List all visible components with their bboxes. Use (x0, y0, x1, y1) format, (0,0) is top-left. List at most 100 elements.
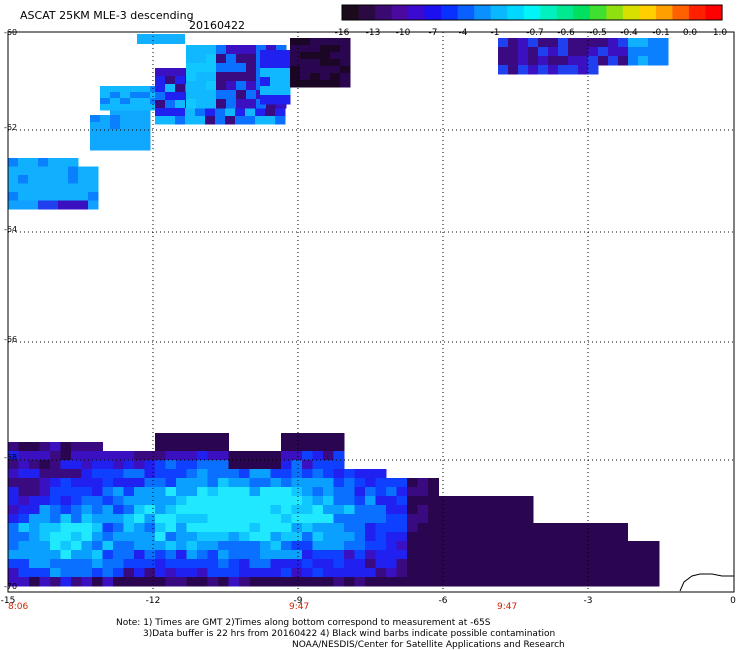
swath-pixel (155, 559, 166, 569)
swath-pixel (449, 577, 460, 587)
swath-pixel (548, 47, 559, 57)
swath-pixel (165, 76, 176, 85)
swath-pixel (113, 577, 124, 587)
swath-pixel (120, 143, 131, 151)
swath-pixel (417, 478, 429, 488)
colorbar: -16 -13 -10 -7 -4 -1 -0.7 -0.6 -0.5 -0.4… (335, 4, 728, 38)
swath-pixel (396, 496, 408, 506)
swath-pixel (270, 59, 281, 69)
swath-pixel (281, 460, 292, 470)
colorbar-swatch (424, 5, 442, 20)
swath-pixel (407, 568, 418, 578)
swath-pixel (270, 559, 282, 569)
swath-pixel (281, 559, 292, 569)
swath-pixel (39, 550, 51, 560)
swath-pixel (249, 523, 261, 533)
swath-pixel (144, 460, 156, 470)
swath-pixel (239, 451, 250, 461)
swath-pixel (375, 577, 387, 587)
swath-pixel (396, 514, 408, 524)
swath-pixel (333, 532, 345, 542)
note-line-3: NOAA/NESDIS/Center for Satellite Applica… (292, 640, 565, 650)
swath-pixel (8, 577, 19, 587)
swath-pixel (606, 532, 618, 542)
swath-pixel (29, 496, 40, 506)
swath-pixel (386, 523, 397, 533)
swath-pixel (92, 487, 103, 497)
swath-pixel (197, 469, 208, 479)
swath-pixel (417, 514, 429, 524)
colorbar-tick-label: -1 (491, 28, 500, 38)
swath-pixel (470, 550, 481, 560)
swath-pixel (249, 568, 261, 578)
swath-pixel (449, 514, 460, 524)
swath-pixel (186, 496, 198, 506)
swath-pixel (186, 514, 198, 524)
swath-pixel (260, 86, 271, 96)
swath-pixel (365, 514, 376, 524)
swath-pixel (155, 523, 166, 533)
swath-pixel (291, 532, 303, 542)
swath-pixel (186, 505, 198, 515)
swath-pixel (270, 469, 282, 479)
swath-pixel (207, 442, 219, 452)
map-plot: -60 -62 -64 -66 -68 -70 -15 -12 -9 -6 -3… (1, 28, 736, 612)
swath-pixel (196, 90, 207, 100)
swath-pixel (38, 192, 49, 201)
swath-pixel (134, 451, 145, 461)
swath-pixel (260, 541, 271, 551)
swath-pixel (438, 577, 450, 587)
swath-pixel (428, 532, 439, 542)
swath-pixel (8, 550, 19, 560)
swath-pixel (165, 84, 176, 93)
swath-pixel (396, 559, 408, 569)
swath-pixel (102, 478, 114, 488)
swath-pixel (606, 577, 618, 587)
swath-pixel (249, 478, 261, 488)
swath-pixel (218, 496, 229, 506)
swath-pixel (71, 568, 82, 578)
colorbar-tick-label: -0.4 (620, 28, 638, 38)
swath-pixel (260, 95, 271, 105)
swath-pixel (522, 514, 534, 524)
swath-pixel (216, 63, 227, 73)
swath-pixel (396, 505, 408, 515)
swath-pixel (260, 496, 271, 506)
swath-pixel (302, 505, 313, 515)
swath-pixel (538, 38, 549, 48)
swath-pixel (110, 98, 121, 105)
colorbar-tick-label: -10 (396, 28, 411, 38)
swath-pixel (291, 442, 303, 452)
swath-pixel (255, 108, 266, 117)
swath-pixel (480, 550, 492, 560)
swath-pixel (18, 559, 30, 569)
swath-pixel (554, 559, 565, 569)
swath-pixel (333, 469, 345, 479)
swath-pixel (165, 442, 177, 452)
swath-pixel (28, 166, 39, 176)
swath-pixel (585, 532, 597, 542)
swath-pixel (417, 541, 429, 551)
swath-pixel (291, 487, 303, 497)
swath-pixel (165, 100, 176, 109)
swath-pixel (29, 469, 40, 479)
swath-pixel (330, 38, 341, 46)
swath-pixel (270, 532, 282, 542)
swath-pixel (228, 568, 240, 578)
swath-pixel (417, 550, 429, 560)
swath-pixel (50, 451, 61, 461)
colorbar-tick-label: 1.0 (713, 28, 728, 38)
swath-pixel (270, 95, 281, 105)
swath-pixel (29, 460, 40, 470)
swath-pixel (81, 469, 93, 479)
swath-pixel (459, 568, 471, 578)
swath-pixel (575, 541, 586, 551)
swath-pixel (165, 532, 177, 542)
swath-pixel (165, 487, 177, 497)
swath-pixel (39, 469, 51, 479)
swath-pixel (8, 166, 19, 176)
swath-pixel (92, 532, 103, 542)
swath-pixel (291, 496, 303, 506)
swath-pixel (120, 115, 131, 123)
swath-pixel (113, 505, 124, 515)
